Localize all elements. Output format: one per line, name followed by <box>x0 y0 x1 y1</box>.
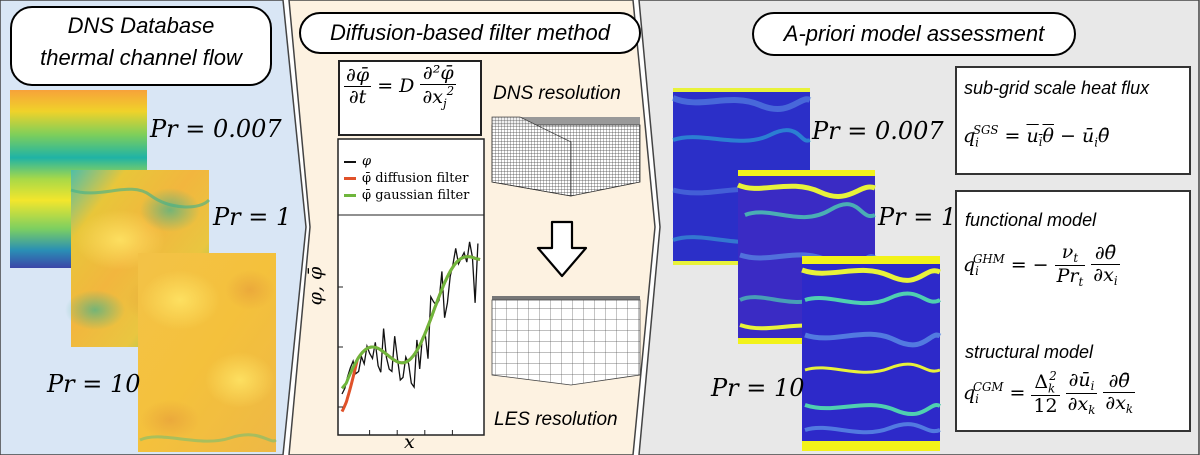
les-resolution-label: LES resolution <box>494 409 618 430</box>
ghm-q-sub: i <box>975 263 979 278</box>
sgs-rhs-c-sub: i <box>1094 135 1098 150</box>
ghm-q-sup: GHM <box>972 251 1005 266</box>
cgm-equation: qiCGM = Δk2 12 ∂ūi ∂xk ∂θ̄ ∂xk <box>963 369 1136 418</box>
series-phi-line <box>341 241 479 395</box>
structural-model-title: structural model <box>965 342 1094 362</box>
sgs-q-sup: SGS <box>972 123 999 137</box>
cgm-num1-sup: 2 <box>1049 369 1057 383</box>
les-mesh <box>491 296 641 386</box>
sgs-image-pr-10 <box>801 256 942 451</box>
plot-legend: φ φ̄ diffusion filter φ̄ gaussian filter <box>344 153 469 204</box>
sgs-rhs-a-sub: i <box>1038 135 1043 150</box>
cgm-num3: ∂θ̄ <box>1103 371 1136 394</box>
cgm-den2-sub: k <box>1088 403 1096 418</box>
left-pr-label-10: Pr = 10 <box>47 370 141 398</box>
sgs-heat-flux-box: sub-grid scale heat flux qiSGS = uiθ − ū… <box>955 66 1191 175</box>
filter-plot <box>337 138 485 436</box>
diffusion-equation-box <box>338 60 482 136</box>
left-title-line1: DNS Database <box>67 13 215 38</box>
series-gaussian-line <box>340 255 481 390</box>
ghm-den2-sub: i <box>1113 274 1118 289</box>
cgm-q-sub: i <box>975 392 979 407</box>
eq-rhs-num: ∂²φ̄ <box>420 63 457 85</box>
cgm-den2: ∂x <box>1067 393 1089 416</box>
right-pr-label-10: Pr = 10 <box>711 374 805 402</box>
ghm-num1-sub: t <box>1073 251 1079 266</box>
sgs-rhs-c: ū <box>1081 125 1095 148</box>
legend-gaussian-label: φ̄ gaussian filter <box>362 188 470 203</box>
legend-diffusion-label: φ̄ diffusion filter <box>362 171 469 186</box>
ghm-den1: Pr <box>1056 265 1079 288</box>
left-pr-label-0007: Pr = 0.007 <box>150 115 282 143</box>
sgs-rhs-a: u <box>1026 125 1039 148</box>
cgm-den3-sub: k <box>1125 402 1134 417</box>
dns-resolution-label: DNS resolution <box>493 83 621 104</box>
field-image-pr-10 <box>138 253 277 452</box>
legend-phi-label: φ <box>362 154 372 169</box>
ghm-q: q <box>963 253 976 276</box>
cgm-num1-sub: k <box>1048 381 1056 396</box>
sgs-overline-term: uiθ <box>1026 125 1054 150</box>
eq-rhs-den: ∂x <box>422 86 443 109</box>
plot-ylabel: φ, φ̄ <box>304 266 327 306</box>
cgm-q: q <box>963 382 976 405</box>
refine-arrow-icon <box>536 220 588 278</box>
functional-model-title: functional model <box>965 210 1097 230</box>
right-pr-label-1: Pr = 1 <box>878 203 957 231</box>
cgm-den1: 12 <box>1033 395 1058 418</box>
cgm-num2-sub: i <box>1090 379 1095 394</box>
legend-item-phi: φ <box>344 153 469 170</box>
legend-item-diffusion: φ̄ diffusion filter <box>344 170 469 187</box>
ghm-den2: ∂x <box>1093 263 1114 286</box>
ghm-den1-sub: t <box>1078 275 1084 290</box>
sgs-q-sub: i <box>975 135 979 150</box>
cgm-den3: ∂x <box>1105 392 1126 415</box>
eq-rhs-den-sup: 2 <box>446 83 455 98</box>
right-pr-label-0007: Pr = 0.007 <box>812 117 944 145</box>
sgs-title: sub-grid scale heat flux <box>964 78 1150 98</box>
sgs-equation: qiSGS = uiθ − ūiθ̄ <box>963 123 1110 150</box>
eq-lhs-num: ∂φ̄ <box>344 64 372 87</box>
right-title: A-priori model assessment <box>783 21 1045 46</box>
plot-frame <box>337 138 485 436</box>
cgm-num1: Δ <box>1034 371 1049 394</box>
left-title-box: DNS Database thermal channel flow <box>10 6 272 86</box>
middle-title-box: Diffusion-based filter method <box>299 12 641 54</box>
dns-mesh <box>491 116 641 197</box>
plot-xlabel: x <box>404 431 415 453</box>
left-title-line2: thermal channel flow <box>40 45 242 70</box>
right-title-box: A-priori model assessment <box>752 12 1076 56</box>
eq-lhs-den: ∂t <box>348 85 367 108</box>
sgs-q: q <box>963 125 976 148</box>
middle-title: Diffusion-based filter method <box>329 20 611 45</box>
ghm-num2: ∂θ̄ <box>1091 243 1120 265</box>
eq-rhs-den-sub: j <box>442 96 447 111</box>
eq-equals: = D <box>377 74 415 97</box>
sgs-rhs-b: θ <box>1042 125 1054 148</box>
ghm-num1: ν <box>1061 241 1074 263</box>
legend-item-gaussian: φ̄ gaussian filter <box>344 187 469 204</box>
cgm-q-sup: CGM <box>972 379 1004 394</box>
cgm-eq: = <box>1009 382 1026 405</box>
models-box: functional model qiGHM = − νt Prt ∂θ̄ ∂xi … <box>955 190 1191 432</box>
cgm-num2: ∂ū <box>1068 369 1091 392</box>
sgs-rhs-d: θ̄ <box>1097 125 1110 148</box>
ghm-eq: = − <box>1010 253 1049 276</box>
left-pr-label-1: Pr = 1 <box>213 203 292 231</box>
diffusion-equation: ∂φ̄ ∂t = D ∂²φ̄ ∂xj2 <box>344 63 457 111</box>
sgs-minus: − <box>1060 125 1076 148</box>
ghm-equation: qiGHM = − νt Prt ∂θ̄ ∂xi <box>963 242 1120 290</box>
